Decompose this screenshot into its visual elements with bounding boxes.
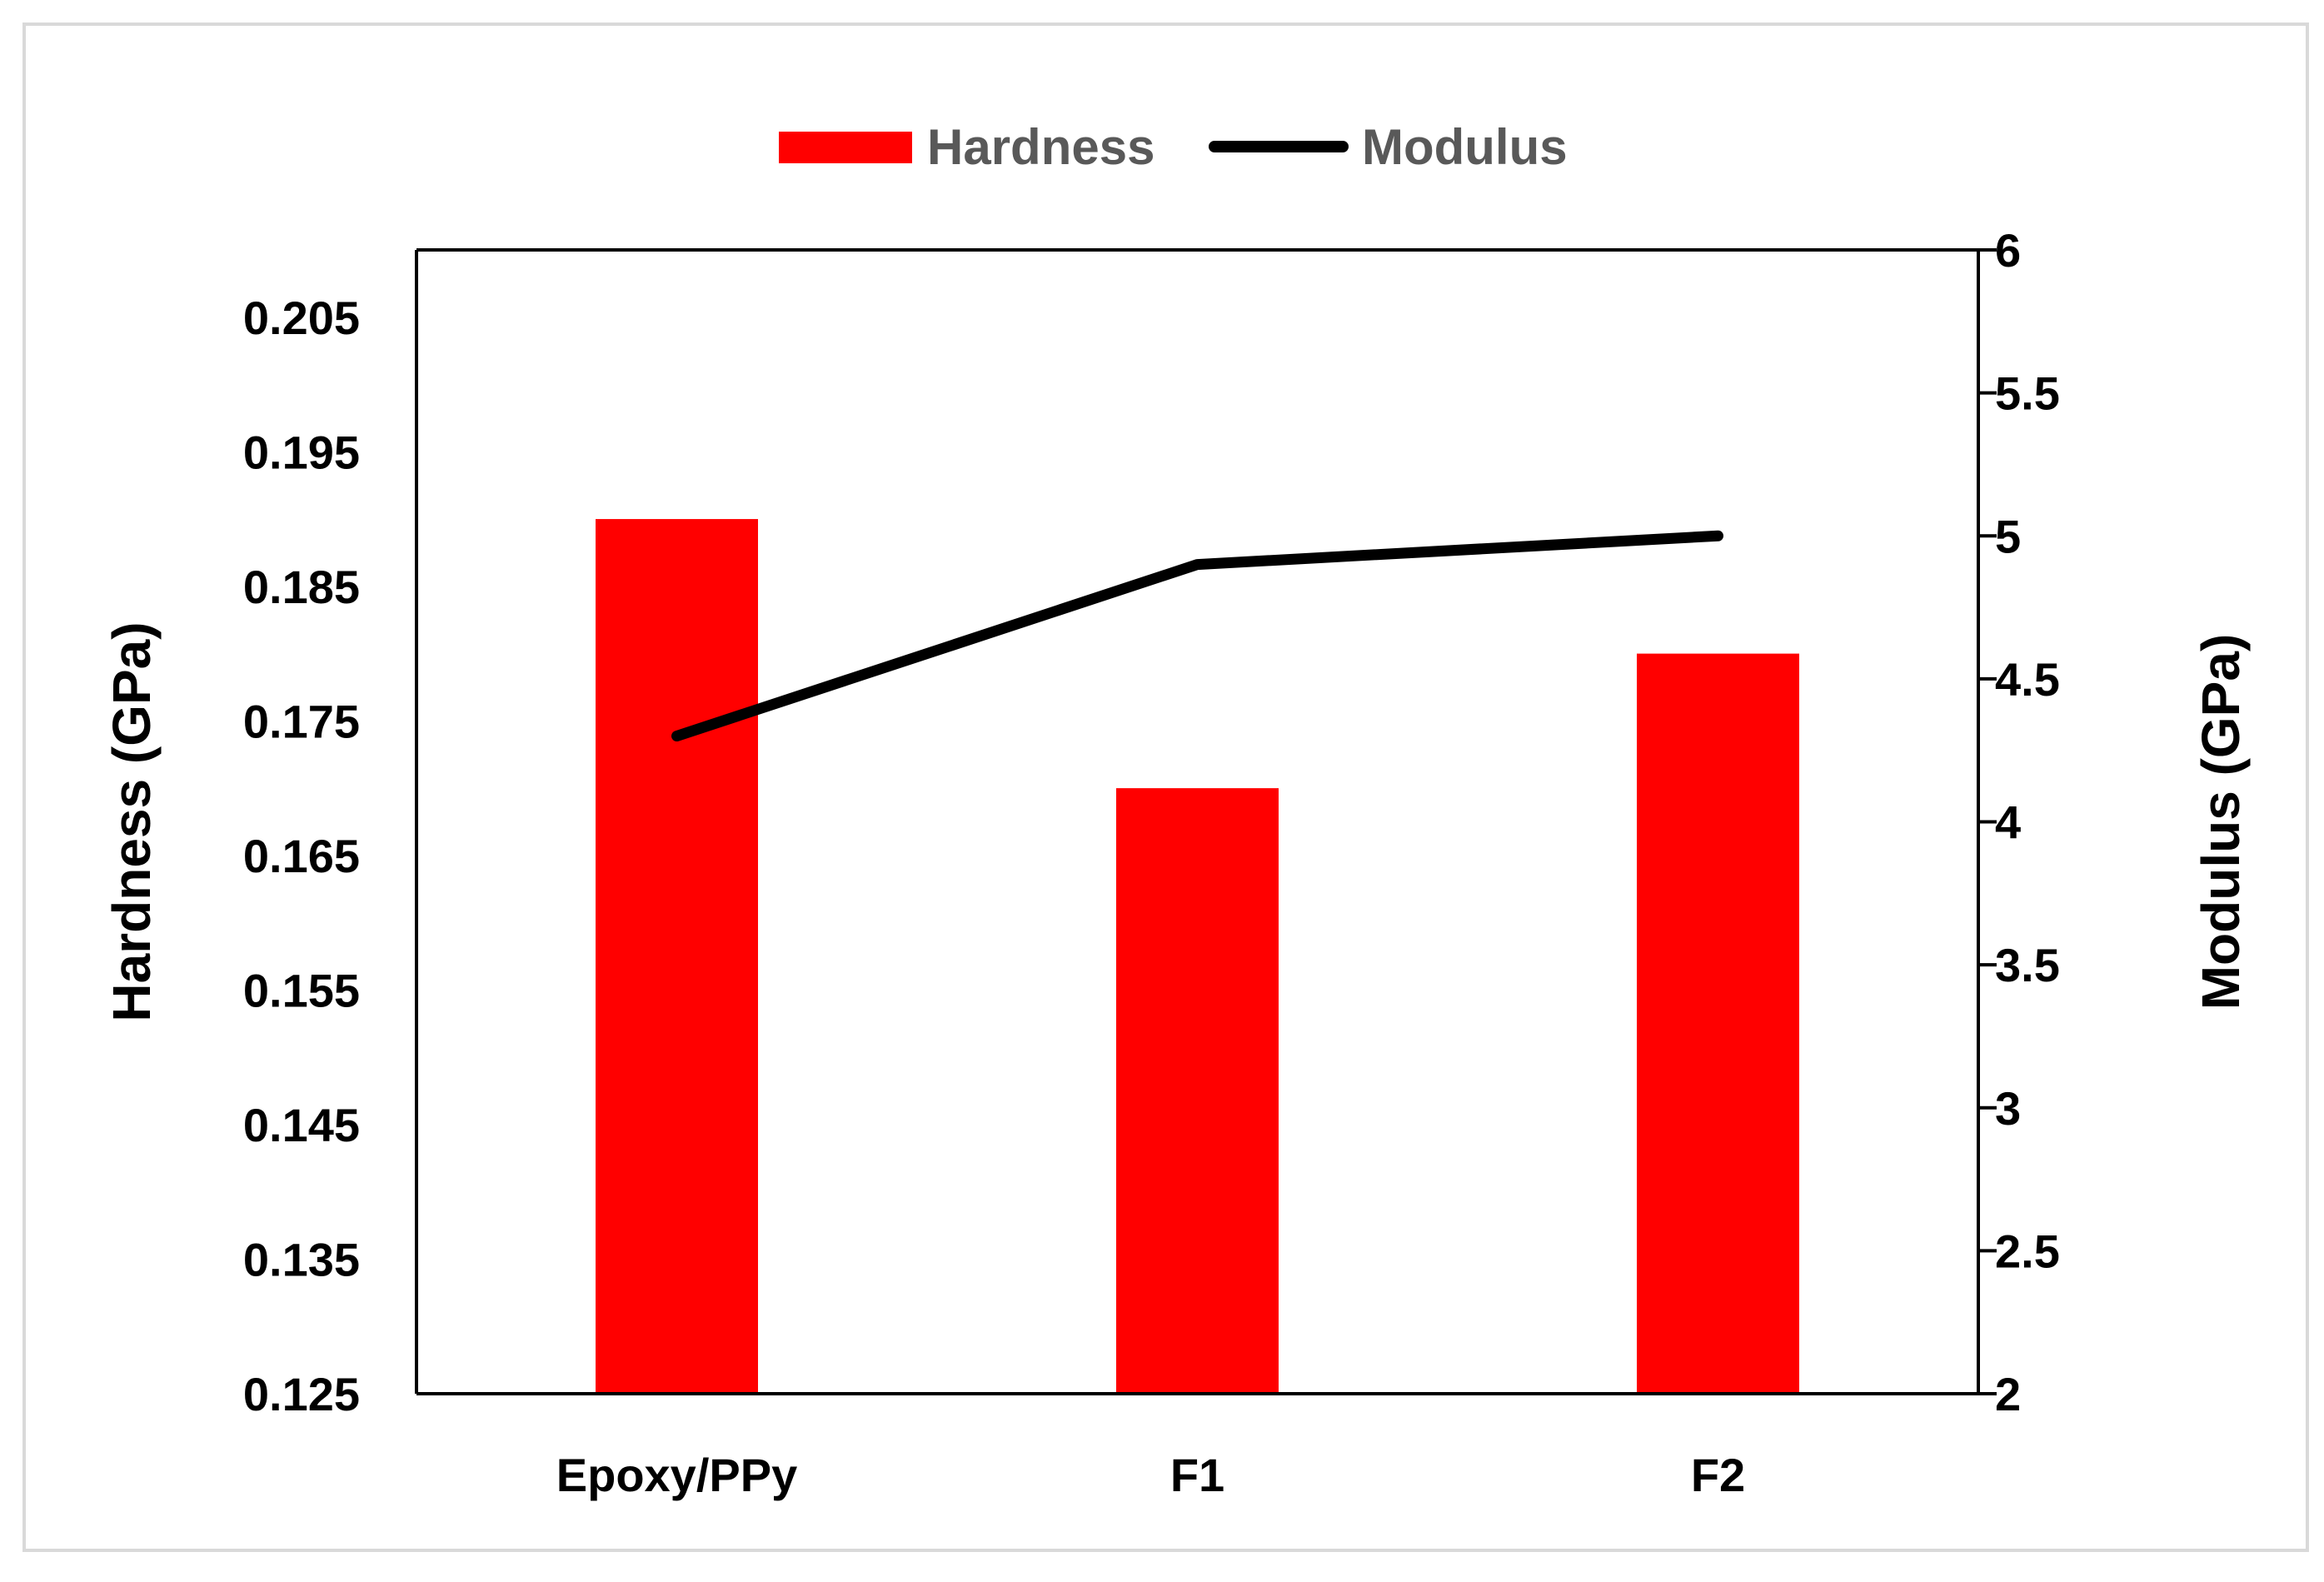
left-tick-label: 0.125: [243, 1368, 360, 1420]
right-tick-label: 3: [1995, 1082, 2021, 1135]
right-tick-label: 3.5: [1995, 939, 2060, 991]
bar-epoxy-ppy: [596, 519, 758, 1394]
left-axis-ticks: 0.125 0.135 0.145 0.155 0.165 0.175 0.185 0.195…: [243, 292, 360, 1420]
x-axis-ticks: Epoxy/PPy F1 F2: [556, 1449, 1745, 1501]
left-tick-label: 0.205: [243, 292, 360, 344]
right-tick-label: 4.5: [1995, 653, 2060, 706]
left-tick-label: 0.175: [243, 695, 360, 747]
right-axis-title: Modulus (GPa): [2191, 634, 2251, 1011]
right-axis-ticks: 2 2.5 3 3.5 4 4.5 5 5.5 6: [1978, 224, 2060, 1420]
right-tick-label: 2.5: [1995, 1225, 2060, 1277]
left-tick-label: 0.165: [243, 830, 360, 882]
left-tick-label: 0.195: [243, 426, 360, 478]
right-tick-label: 2: [1995, 1368, 2021, 1420]
left-tick-label: 0.155: [243, 964, 360, 1016]
right-tick-label: 6: [1995, 224, 2021, 277]
x-tick-label: Epoxy/PPy: [556, 1449, 797, 1501]
legend-swatch-hardness: [779, 132, 912, 163]
right-tick-label: 4: [1995, 796, 2021, 849]
x-tick-label: F1: [1170, 1449, 1224, 1501]
modulus-line-layer: [671, 530, 1723, 742]
left-tick-label: 0.135: [243, 1233, 360, 1285]
x-tick-label: F2: [1691, 1449, 1745, 1501]
left-tick-label: 0.185: [243, 561, 360, 613]
left-tick-label: 0.145: [243, 1099, 360, 1151]
legend-label-hardness: Hardness: [927, 119, 1155, 175]
right-tick-label: 5.5: [1995, 367, 2060, 420]
legend-label-modulus: Modulus: [1362, 119, 1568, 175]
left-axis-title: Hardness (GPa): [102, 621, 162, 1021]
legend: Hardness Modulus: [779, 119, 1568, 175]
modulus-line: [671, 530, 1723, 742]
bar-f1: [1116, 788, 1279, 1394]
hardness-bars: [596, 519, 1799, 1394]
right-tick-label: 5: [1995, 510, 2021, 562]
bar-f2: [1637, 653, 1799, 1394]
